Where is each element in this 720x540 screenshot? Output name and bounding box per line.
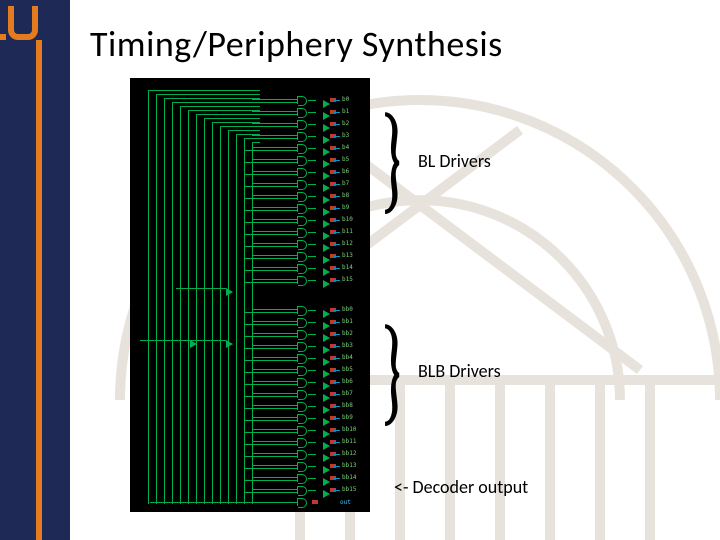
page-title: Timing/Periphery Synthesis [90, 22, 503, 66]
u-glyph-top [8, 6, 38, 40]
u-glyph-left [0, 6, 6, 40]
brace-blb: } [380, 310, 408, 430]
schematic-panel: b0b1b2b3b4b5b6b7b8b9b10b11b12b13b14b15bb… [130, 78, 370, 512]
anno-decoder-out: <- Decoder output [394, 476, 528, 498]
orange-vertical-line [36, 40, 42, 540]
navy-sidebar [0, 0, 70, 540]
anno-blb-drivers: BLB Drivers [418, 360, 501, 382]
anno-bl-drivers: BL Drivers [418, 150, 491, 172]
brace-bl: } [380, 98, 408, 218]
